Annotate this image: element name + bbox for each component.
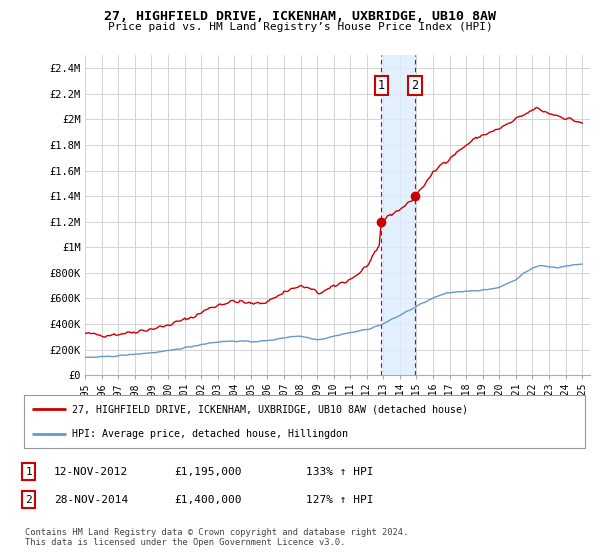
Text: 133% ↑ HPI: 133% ↑ HPI [306,466,373,477]
Text: 27, HIGHFIELD DRIVE, ICKENHAM, UXBRIDGE, UB10 8AW (detached house): 27, HIGHFIELD DRIVE, ICKENHAM, UXBRIDGE,… [71,404,467,414]
Text: 2: 2 [412,80,419,92]
Text: HPI: Average price, detached house, Hillingdon: HPI: Average price, detached house, Hill… [71,428,347,438]
Text: 28-NOV-2014: 28-NOV-2014 [54,494,128,505]
Text: 127% ↑ HPI: 127% ↑ HPI [306,494,373,505]
Text: 1: 1 [377,80,385,92]
Text: 27, HIGHFIELD DRIVE, ICKENHAM, UXBRIDGE, UB10 8AW: 27, HIGHFIELD DRIVE, ICKENHAM, UXBRIDGE,… [104,10,496,23]
Text: 1: 1 [25,466,32,477]
Text: Price paid vs. HM Land Registry’s House Price Index (HPI): Price paid vs. HM Land Registry’s House … [107,22,493,32]
Text: Contains HM Land Registry data © Crown copyright and database right 2024.
This d: Contains HM Land Registry data © Crown c… [25,528,409,547]
Bar [381,55,415,375]
Text: £1,400,000: £1,400,000 [174,494,241,505]
Text: 2: 2 [25,494,32,505]
Text: 12-NOV-2012: 12-NOV-2012 [54,466,128,477]
Text: £1,195,000: £1,195,000 [174,466,241,477]
